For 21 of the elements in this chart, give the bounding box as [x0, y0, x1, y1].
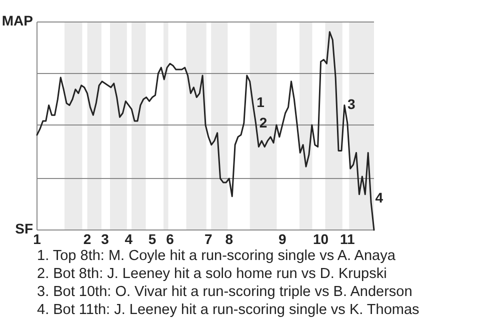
x-tick-label: 5: [148, 231, 156, 247]
text: 4: [375, 190, 384, 206]
x-tick-label: 7: [204, 231, 213, 247]
text: 2. Bot 8th: J. Leeney hit a solo home run vs D. Krupski: [37, 266, 387, 282]
ref-line-label: MAP: [2, 12, 33, 29]
text: 1. Top 8th: M. Coyle hit a run-scoring single vs A. Anaya: [37, 248, 396, 264]
text: 4. Bot 11th: J. Leeney hit a run-scoring single vs K. Thomas: [37, 302, 420, 318]
x-tick-label: 11: [340, 231, 355, 247]
annotation: 3: [347, 96, 356, 112]
annotation: 1: [256, 94, 265, 110]
x-tick-label: 10: [313, 231, 329, 247]
x-tick-label: 4: [124, 231, 133, 247]
x-tick-label: 9: [278, 231, 286, 247]
x-tick-label: 2: [83, 231, 92, 247]
x-tick-label: 1: [33, 231, 42, 247]
ref-line-label: SF: [15, 220, 34, 237]
x-tick-label: 8: [225, 231, 234, 247]
x-tick-label: 6: [166, 231, 174, 247]
text: 3. Bot 10th: O. Vivar hit a run-scoring triple vs B. Anderson: [37, 284, 412, 300]
x-tick-label: 3: [101, 231, 110, 247]
annotation: 2: [259, 114, 268, 131]
